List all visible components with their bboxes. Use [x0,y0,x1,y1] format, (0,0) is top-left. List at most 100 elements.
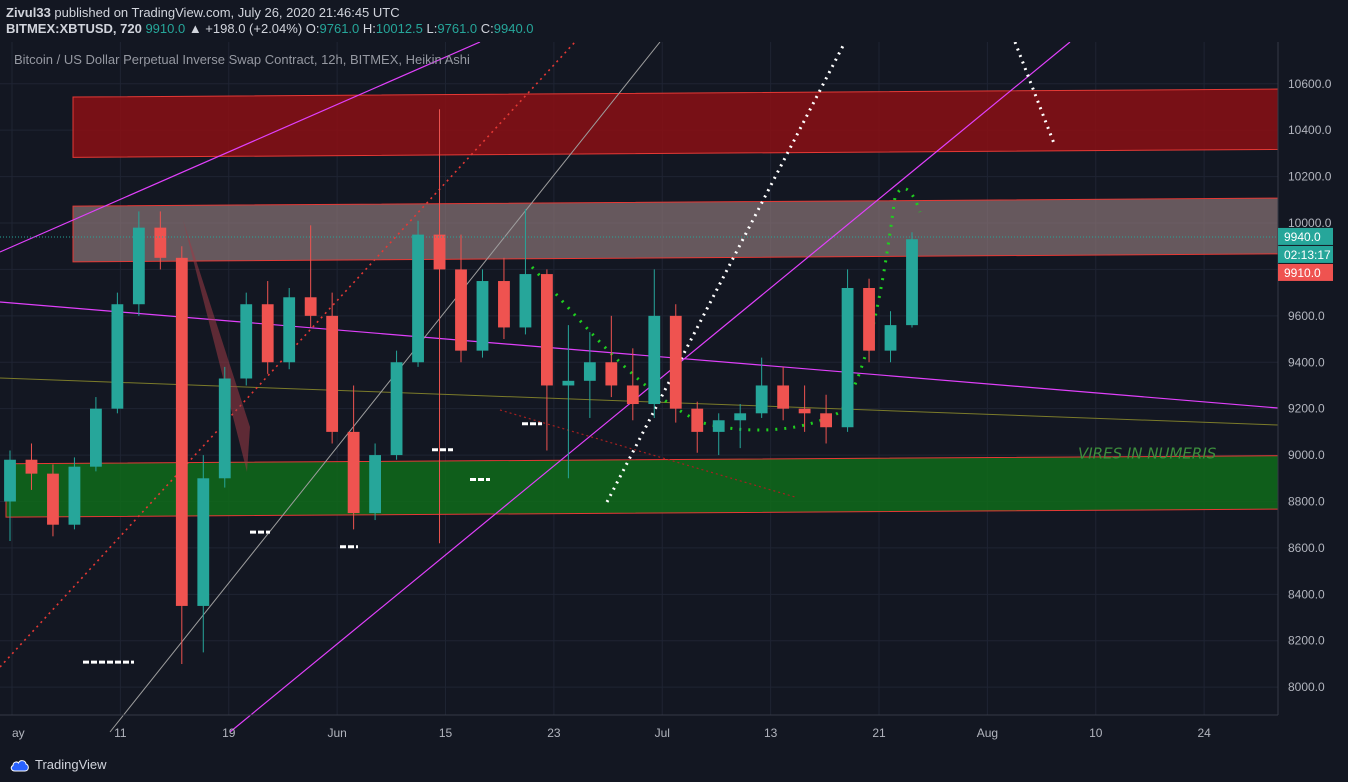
time-tick-label: 11 [114,726,127,740]
open-label: O: [305,21,320,36]
countdown-label-box [1278,245,1333,263]
zone-support-green [5,455,1279,518]
candle-body [4,459,16,502]
candle-body [777,385,790,409]
price-axis-background [1278,42,1348,744]
price-tick-label: 10200.0 [1288,170,1332,184]
time-tick-label: 13 [764,726,778,740]
zone-resistance-red [72,88,1279,158]
tradingview-cloud-icon [10,759,29,771]
chart-header: Zivul33 published on TradingView.com, Ju… [0,0,1348,42]
candle-body [175,257,188,606]
price-tick-label: 8600.0 [1288,541,1325,555]
candle-body [519,274,532,328]
price-tick-label: 8400.0 [1288,587,1325,601]
symbol-label: BITMEX:XBTUSD, 720 [6,21,142,36]
price-tick-label: 9600.0 [1288,309,1325,323]
candle-body [326,315,339,432]
candle-body [89,408,102,467]
trendline-upper-magenta [0,42,481,253]
candle-body [498,281,510,328]
candle-body [863,287,875,351]
tradingview-logo[interactable]: TradingView [10,757,107,772]
price-tick-label: 8800.0 [1288,494,1325,508]
price-tick-label: 8000.0 [1288,680,1325,694]
trendline-darkred-dotted [499,409,796,498]
candle-body [25,459,38,474]
high-label: H: [362,21,376,36]
time-tick-label: Aug [977,726,998,740]
candle-body [540,274,553,386]
last-price-label: 9940.0 [1284,230,1321,244]
candle-body [412,234,424,363]
price-tick-label: 9200.0 [1288,402,1325,416]
candle-body [562,380,575,386]
time-tick-label: 21 [872,726,886,740]
close-price-label-box [1278,263,1333,281]
candle-body [197,478,210,606]
zone-resistance-grey [72,197,1279,263]
publisher-name[interactable]: Zivul33 [6,5,51,20]
candle-body [240,304,253,379]
high-value: 10012.5 [375,21,423,36]
candle-body [283,297,296,363]
time-tick-label: Jun [327,726,346,740]
price-tick-label: 10000.0 [1288,216,1332,230]
price-tick-label: 10600.0 [1288,77,1332,91]
time-tick-label: 10 [1089,726,1103,740]
price-tick-label: 9400.0 [1288,355,1325,369]
trendline-olive [0,377,1279,426]
vires-in-numeris-annotation: VIRES IN NUMERIS [1078,445,1217,463]
time-tick-label: Jul [655,726,670,740]
candle-body [433,234,446,270]
candle-body [734,413,747,421]
price-tick-label: 10400.0 [1288,123,1332,137]
candle-body [369,455,382,514]
candle-body [755,385,768,414]
candle-body [261,304,274,363]
candle-body [906,239,918,326]
candle-body [390,362,403,456]
candle-body [648,315,661,405]
chart-legend-title: Bitcoin / US Dollar Perpetual Inverse Sw… [14,52,470,67]
candle-body [68,466,81,525]
close-price-label: 9910.0 [1284,266,1321,280]
candle-body [455,269,467,351]
last-price: 9910.0 [145,21,186,36]
candle-body [132,227,145,305]
candle-body [605,362,618,386]
time-tick-label: 23 [547,726,561,740]
published-text: published on TradingView.com, July 26, 2… [54,5,400,20]
footer: TradingView [0,744,1348,782]
price-tick-label: 8200.0 [1288,634,1325,648]
candle-body [304,297,317,316]
candle-body [884,325,897,351]
countdown-label: 02:13:17 [1284,248,1331,262]
time-tick-label: 24 [1197,726,1211,740]
tradingview-brand: TradingView [35,757,107,772]
candle-body [626,385,639,405]
candle-body [691,408,704,432]
candle-body [820,413,833,428]
last-price-label-box [1278,227,1333,245]
time-tick-label: 19 [222,726,236,740]
projection-white-fall [1013,42,1057,147]
price-tick-label: 9000.0 [1288,448,1325,462]
candle-body [841,287,854,428]
time-tick-label: ay [12,726,25,740]
candle-body [347,431,360,514]
trendline-grey [109,42,661,733]
chart-area[interactable]: VIRES IN NUMERIS 10600.0 10400.0 10200.0 100… [0,42,1348,762]
publisher-line: Zivul33 published on TradingView.com, Ju… [6,5,400,20]
low-value: 9761.0 [437,21,478,36]
price-chart[interactable]: VIRES IN NUMERIS10600.010400.010200.0100… [0,42,1348,744]
close-label: C: [480,21,494,36]
candle-body [712,420,725,432]
close-value: 9940.0 [493,21,534,36]
ohlc-line: BITMEX:XBTUSD, 720 9910.0 ▲ +198.0 (+2.0… [6,21,534,36]
candle-body [47,473,59,525]
price-change: ▲ +198.0 (+2.04%) [188,21,303,36]
low-label: L: [426,21,438,36]
candle-body [218,378,231,479]
candle-body [476,281,489,351]
